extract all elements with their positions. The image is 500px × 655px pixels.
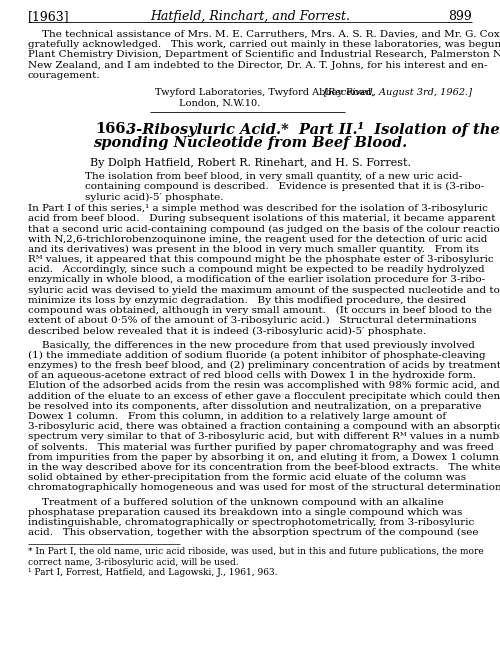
Text: described below revealed that it is indeed (3-ribosyluric acid)-5′ phosphate.: described below revealed that it is inde… (28, 326, 426, 335)
Text: 899: 899 (448, 10, 472, 23)
Text: and its derivatives) was present in the blood in very much smaller quantity.   F: and its derivatives) was present in the … (28, 245, 479, 254)
Text: syluric acid was devised to yield the maximum amount of the suspected nucleotide: syluric acid was devised to yield the ma… (28, 286, 500, 295)
Text: in the way described above for its concentration from the beef-blood extracts.  : in the way described above for its conce… (28, 463, 500, 472)
Text: phosphatase preparation caused its breakdown into a single compound which was: phosphatase preparation caused its break… (28, 508, 462, 517)
Text: sponding Nucleotide from Beef Blood.: sponding Nucleotide from Beef Blood. (93, 136, 407, 150)
Text: indistinguishable, chromatographically or spectrophotometrically, from 3-ribosyl: indistinguishable, chromatographically o… (28, 518, 474, 527)
Text: solid obtained by ether-precipitation from the formic acid eluate of the column : solid obtained by ether-precipitation fr… (28, 473, 466, 482)
Text: * In Part I, the old name, uric acid riboside, was used, but in this and future : * In Part I, the old name, uric acid rib… (28, 548, 484, 556)
Text: of solvents.   This material was further purified by paper chromatography and wa: of solvents. This material was further p… (28, 443, 494, 451)
Text: Hatfield, Rinchart, and Forrest.: Hatfield, Rinchart, and Forrest. (150, 10, 350, 23)
Text: [Received, August 3rd, 1962.]: [Received, August 3rd, 1962.] (324, 88, 472, 97)
Text: The technical assistance of Mrs. M. E. Carruthers, Mrs. A. S. R. Davies, and Mr.: The technical assistance of Mrs. M. E. C… (42, 30, 500, 39)
Text: The isolation from beef blood, in very small quantity, of a new uric acid-: The isolation from beef blood, in very s… (85, 172, 462, 181)
Text: addition of the eluate to an excess of ether gave a flocculent precipitate which: addition of the eluate to an excess of e… (28, 392, 500, 401)
Text: enzymes) to the fresh beef blood, and (2) preliminary concentration of acids by : enzymes) to the fresh beef blood, and (2… (28, 361, 500, 370)
Text: enzymically in whole blood, a modification of the earlier isolation procedure fo: enzymically in whole blood, a modificati… (28, 275, 485, 284)
Text: London, N.W.10.: London, N.W.10. (179, 98, 260, 107)
Text: 3-Ribosyluric Acid.*  Part II.¹  Isolation of the Corre-: 3-Ribosyluric Acid.* Part II.¹ Isolation… (126, 122, 500, 137)
Text: be resolved into its components, after dissolution and neutralization, on a prep: be resolved into its components, after d… (28, 402, 481, 411)
Text: from impurities from the paper by absorbing it on, and eluting it from, a Dowex : from impurities from the paper by absorb… (28, 453, 499, 462)
Text: Basically, the differences in the new procedure from that used previously involv: Basically, the differences in the new pr… (42, 341, 475, 350)
Text: 3-ribosyluric acid, there was obtained a fraction containing a compound with an : 3-ribosyluric acid, there was obtained a… (28, 422, 500, 431)
Text: acid.   Accordingly, since such a compound might be expected to be readily hydro: acid. Accordingly, since such a compound… (28, 265, 484, 274)
Text: couragement.: couragement. (28, 71, 101, 80)
Text: compound was obtained, although in very small amount.   (It occurs in beef blood: compound was obtained, although in very … (28, 306, 492, 315)
Text: By Dolph Hatfield, Robert R. Rinehart, and H. S. Forrest.: By Dolph Hatfield, Robert R. Rinehart, a… (90, 158, 410, 168)
Text: of an aqueous-acetone extract of red blood cells with Dowex 1 in the hydroxide f: of an aqueous-acetone extract of red blo… (28, 371, 476, 380)
Text: syluric acid)-5′ phosphate.: syluric acid)-5′ phosphate. (85, 193, 224, 202)
Text: Twyford Laboratories, Twyford Abbey Road,: Twyford Laboratories, Twyford Abbey Road… (155, 88, 374, 97)
Text: with N,2,6-trichlorobenzoquinone imine, the reagent used for the detection of ur: with N,2,6-trichlorobenzoquinone imine, … (28, 234, 487, 244)
Text: spectrum very similar to that of 3-ribosyluric acid, but with different Rᴹ value: spectrum very similar to that of 3-ribos… (28, 432, 500, 441)
Text: Rᴹ values, it appeared that this compound might be the phosphate ester of 3-ribo: Rᴹ values, it appeared that this compoun… (28, 255, 493, 264)
Text: extent of about 0·5% of the amount of 3-ribosyluric acid.)   Structural determin: extent of about 0·5% of the amount of 3-… (28, 316, 476, 326)
Text: In Part I of this series,¹ a simple method was described for the isolation of 3-: In Part I of this series,¹ a simple meth… (28, 204, 488, 213)
Text: acid from beef blood.   During subsequent isolations of this material, it became: acid from beef blood. During subsequent … (28, 214, 495, 223)
Text: chromatographically homogeneous and was used for most of the structural determin: chromatographically homogeneous and was … (28, 483, 500, 493)
Text: acid.   This observation, together with the absorption spectrum of the compound : acid. This observation, together with th… (28, 528, 478, 537)
Text: Dowex 1 column.   From this column, in addition to a relatively large amount of: Dowex 1 column. From this column, in add… (28, 412, 446, 421)
Text: correct name, 3-ribosyluric acid, will be used.: correct name, 3-ribosyluric acid, will b… (28, 557, 238, 567)
Text: (1) the immediate addition of sodium fluoride (a potent inhibitor of phosphate-c: (1) the immediate addition of sodium flu… (28, 351, 485, 360)
Text: that a second uric acid-containing compound (as judged on the basis of the colou: that a second uric acid-containing compo… (28, 225, 500, 234)
Text: gratefully acknowledged.   This work, carried out mainly in these laboratories, : gratefully acknowledged. This work, carr… (28, 40, 500, 49)
Text: Plant Chemistry Division, Department of Scientific and Industrial Research, Palm: Plant Chemistry Division, Department of … (28, 50, 500, 60)
Text: containing compound is described.   Evidence is presented that it is (3-ribo-: containing compound is described. Eviden… (85, 182, 484, 191)
Text: New Zealand, and I am indebted to the Director, Dr. A. T. Johns, for his interes: New Zealand, and I am indebted to the Di… (28, 61, 487, 69)
Text: Elution of the adsorbed acids from the resin was accomplished with 98% formic ac: Elution of the adsorbed acids from the r… (28, 381, 500, 390)
Text: [1963]: [1963] (28, 10, 70, 23)
Text: minimize its loss by enzymic degradation.   By this modified procedure, the desi: minimize its loss by enzymic degradation… (28, 296, 466, 305)
Text: 166.: 166. (95, 122, 130, 136)
Text: ¹ Part I, Forrest, Hatfield, and Lagowski, J., 1961, 963.: ¹ Part I, Forrest, Hatfield, and Lagowsk… (28, 568, 278, 577)
Text: Treatment of a buffered solution of the unknown compound with an alkaline: Treatment of a buffered solution of the … (42, 498, 444, 506)
